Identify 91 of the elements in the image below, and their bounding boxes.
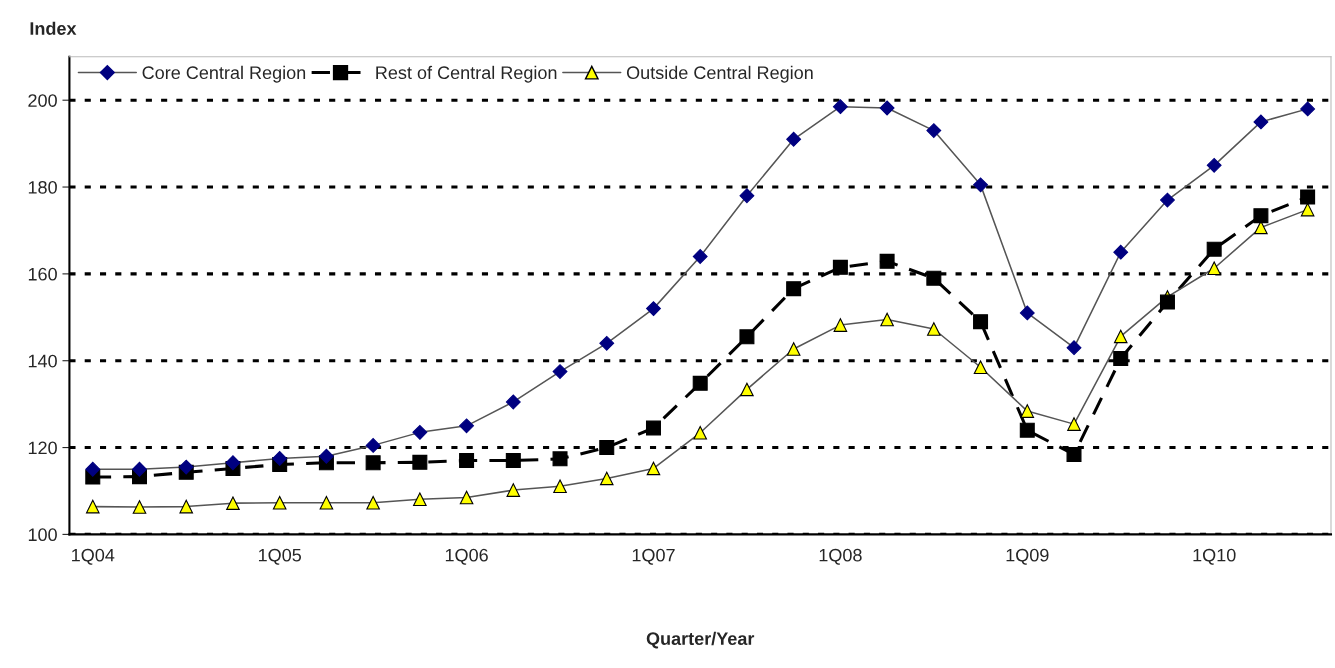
x-axis-title: Quarter/Year: [646, 631, 755, 649]
y-tick-label: 140: [28, 354, 57, 368]
point: [926, 270, 942, 286]
point: [412, 454, 428, 470]
point: [832, 99, 848, 115]
point: [85, 499, 100, 514]
y-axis-title: Index: [30, 21, 77, 35]
point: [786, 281, 802, 297]
point: [552, 451, 568, 467]
point: [553, 479, 567, 494]
point: [1300, 101, 1316, 117]
point: [1113, 244, 1129, 260]
y-tick-label: 180: [28, 180, 57, 194]
point: [132, 500, 147, 514]
y-tick-label: 120: [28, 441, 57, 455]
point: [926, 123, 942, 139]
point: [1159, 294, 1175, 310]
point: [318, 448, 334, 464]
point: [179, 499, 194, 514]
point: [599, 440, 615, 456]
point: [973, 177, 988, 193]
point: [879, 100, 895, 116]
point: [786, 342, 801, 356]
point: [1019, 422, 1035, 438]
point: [1253, 208, 1269, 224]
point: [1206, 241, 1222, 257]
point: [1019, 305, 1035, 321]
point: [226, 496, 240, 510]
point: [927, 322, 941, 336]
point: [1020, 404, 1035, 418]
point: [1067, 417, 1081, 431]
point: [272, 495, 287, 510]
point: [740, 382, 754, 397]
point: [506, 483, 521, 497]
point: [413, 492, 427, 507]
legend-label: Core Central Region: [142, 65, 306, 83]
point: [646, 461, 661, 476]
x-tick-label: 1Q08: [819, 548, 862, 565]
point: [693, 425, 708, 440]
x-tick-label: 1Q09: [1006, 548, 1049, 565]
point: [459, 490, 474, 505]
point: [1207, 261, 1221, 276]
point: [459, 418, 475, 434]
point: [599, 471, 614, 486]
y-tick-label: 160: [28, 267, 57, 281]
point: [1113, 329, 1128, 344]
legend-label: Rest of Central Region: [376, 65, 557, 83]
point: [1300, 202, 1315, 217]
point: [1206, 157, 1222, 173]
point: [973, 314, 989, 330]
legend-label: Outside Central Region: [626, 65, 813, 83]
point: [1300, 189, 1316, 205]
point: [973, 360, 988, 375]
point: [365, 437, 381, 453]
point: [459, 453, 475, 469]
point: [412, 424, 428, 440]
point: [178, 459, 194, 475]
point: [272, 450, 288, 466]
point: [366, 495, 380, 510]
point: [832, 259, 848, 275]
point: [880, 312, 894, 327]
x-tick-label: 1Q10: [1193, 548, 1236, 565]
y-tick-label: 100: [28, 528, 57, 542]
point: [599, 335, 615, 351]
point: [1253, 114, 1269, 130]
point: [646, 301, 661, 317]
point: [225, 455, 241, 471]
point: [365, 455, 381, 471]
point: [319, 495, 334, 510]
point: [692, 249, 708, 264]
point: [879, 253, 895, 269]
point: [132, 461, 147, 477]
point: [552, 364, 568, 380]
point: [739, 188, 755, 204]
point: [85, 461, 101, 477]
point: [692, 375, 708, 391]
x-tick-label: 1Q06: [445, 548, 488, 565]
y-tick-label: 200: [28, 94, 57, 107]
x-tick-label: 1Q04: [72, 548, 115, 565]
point: [645, 420, 661, 436]
point: [505, 453, 521, 469]
point: [1066, 340, 1082, 356]
point: [1160, 192, 1175, 208]
x-tick-label: 1Q07: [632, 548, 675, 565]
point: [833, 318, 848, 332]
point: [1113, 351, 1129, 367]
point: [1066, 447, 1082, 463]
point: [786, 131, 802, 147]
point: [739, 329, 755, 345]
point: [505, 394, 521, 410]
x-tick-label: 1Q05: [258, 548, 302, 565]
